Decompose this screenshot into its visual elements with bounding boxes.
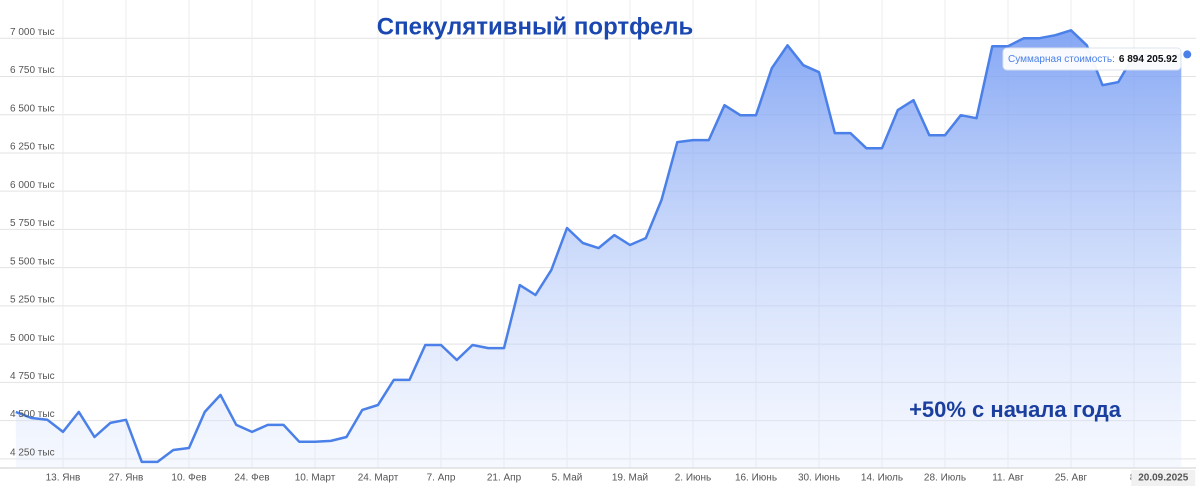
x-tick-label: 7. Апр — [427, 473, 456, 484]
point-marker — [1183, 50, 1192, 59]
x-tick-label: 10. Март — [295, 473, 336, 484]
chart-title: Спекулятивный портфель — [377, 13, 693, 40]
y-tick-label: 6 000 тыс — [10, 180, 55, 191]
x-tick-label: 19. Май — [612, 473, 648, 484]
y-tick-label: 5 250 тыс — [10, 295, 55, 306]
x-tick-label: 14. Июль — [861, 473, 903, 484]
y-tick-label: 6 500 тыс — [10, 103, 55, 114]
x-tick-label: 10. Фев — [171, 473, 206, 484]
y-tick-label: 6 750 тыс — [10, 65, 55, 76]
plot — [15, 29, 1182, 469]
x-tick-label: 2. Июнь — [675, 473, 712, 484]
x-tick-label: 21. Апр — [487, 473, 522, 484]
y-tick-label: 5 750 тыс — [10, 218, 55, 229]
y-tick-label: 7 000 тыс — [10, 27, 55, 38]
annotation: +50% с начала года — [909, 397, 1122, 422]
y-tick-label: 5 000 тыс — [10, 333, 55, 344]
x-label-box — [1131, 470, 1196, 486]
tooltip-value: 6 894 205.92 — [1119, 54, 1178, 65]
x-tick-label: 24. Фев — [234, 473, 269, 484]
tooltip-box — [1002, 47, 1182, 71]
x-tick-label: 24. Март — [358, 473, 399, 484]
y-tick-label: 6 250 тыс — [10, 142, 55, 153]
x-tick-label: 30. Июнь — [798, 473, 840, 484]
x-tick-label: 5. Май — [552, 473, 583, 484]
x-tick-label: 27. Янв — [109, 473, 144, 484]
y-tick-label: 5 500 тыс — [10, 256, 55, 267]
x-tick-label: 25. Авг — [1055, 473, 1088, 484]
y-tick-label: 4 750 тыс — [10, 371, 55, 382]
tooltip-label: Суммарная стоимость: — [1008, 54, 1115, 65]
line — [15, 29, 1182, 464]
x-tick-label: 20.09.2025 — [1138, 473, 1188, 484]
y-tick-label: 4 250 тыс — [10, 447, 55, 458]
tooltip: Суммарная стоимость: 6 894 205.92 — [1008, 54, 1178, 65]
y-tick-label: 4 500 тыс — [10, 409, 55, 420]
overlay: 4 250 тыс 4 500 тыс 4 750 тыс 5 000 тыс 5 25… — [10, 27, 1196, 486]
x-tick-label: 13. Янв — [46, 473, 81, 484]
x-tick-label: 11. Авг — [992, 473, 1024, 484]
x-tick-label: 16. Июнь — [735, 473, 777, 484]
x-tick-label: 28. Июль — [924, 473, 966, 484]
